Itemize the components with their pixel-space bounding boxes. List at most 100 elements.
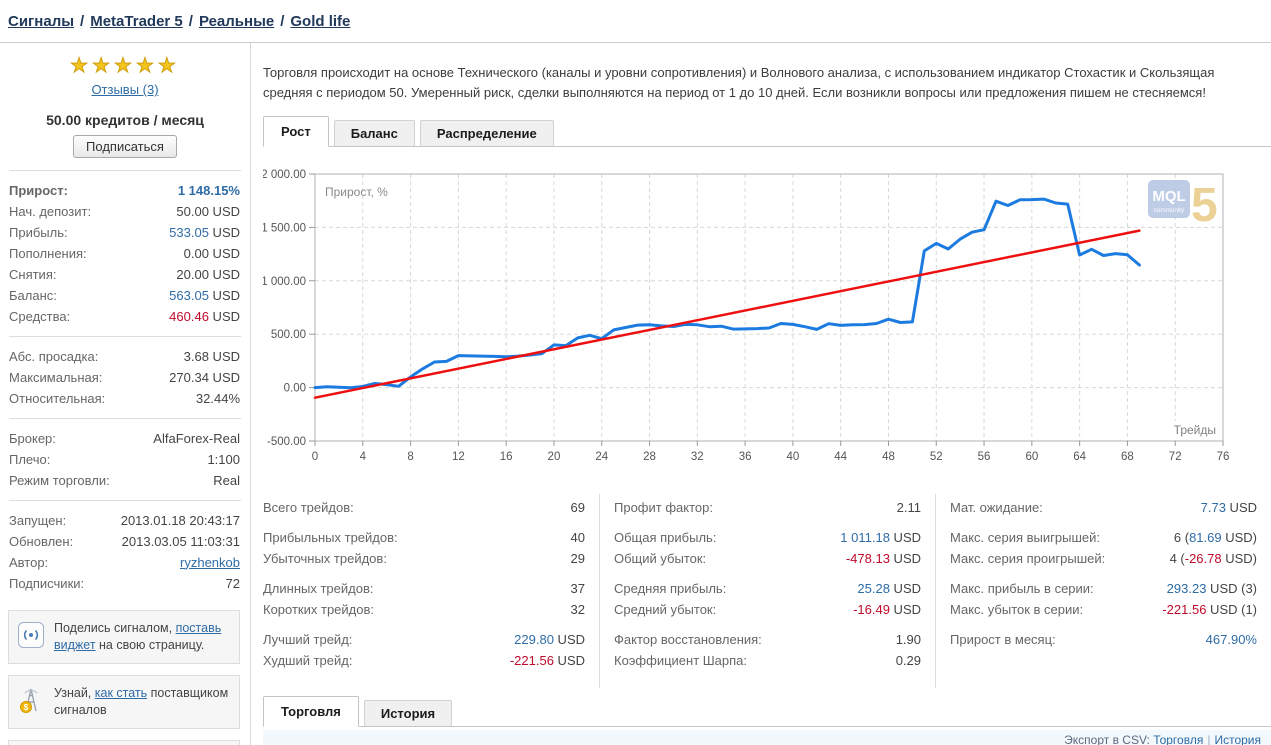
stat-row: Брокер: AlfaForex-Real	[9, 430, 240, 446]
stat-row: Макс. прибыль в серии: 293.23 USD (3)	[950, 580, 1257, 596]
divider	[9, 336, 241, 337]
promo-share-box: Развивай сообщество, поделись ссылкой: В…	[8, 740, 240, 745]
divider	[9, 418, 241, 419]
breadcrumb-link-signal-name[interactable]: Gold life	[290, 13, 351, 30]
stat-row: Автор: ryzhenkob	[9, 554, 240, 570]
stat-row: Прирост в месяц: 467.90%	[950, 631, 1257, 647]
tab-trading[interactable]: Торговля	[263, 696, 359, 727]
svg-text:0.00: 0.00	[284, 383, 306, 395]
subscribe-button[interactable]: Подписаться	[73, 135, 177, 158]
stat-row: Общий убыток: -478.13 USD	[614, 550, 921, 566]
svg-text:28: 28	[643, 451, 656, 463]
stat-row: Лучший трейд: 229.80 USD	[263, 631, 585, 647]
tab-distribution[interactable]: Распределение	[419, 120, 554, 146]
star-icon[interactable]: ★	[92, 55, 115, 78]
promo-provider-box: $ Узнай, как стать поставщиком сигналов	[8, 675, 240, 729]
stat-row: Коэффициент Шарпа: 0.29	[614, 652, 921, 668]
svg-text:2 000.00: 2 000.00	[263, 169, 306, 181]
stat-row: Фактор восстановления: 1.90	[614, 631, 921, 647]
stat-row: Нач. депозит: 50.00 USD	[9, 203, 240, 219]
svg-text:$: $	[24, 703, 29, 712]
reviews-link[interactable]: Отзывы (3)	[91, 82, 159, 97]
svg-text:12: 12	[452, 451, 465, 463]
star-icon[interactable]: ★	[114, 55, 136, 78]
svg-text:4: 4	[360, 451, 367, 463]
breadcrumb-separator: /	[280, 13, 285, 30]
stat-row: Коротких трейдов: 32	[263, 601, 585, 617]
promo-provider-text: Узнай, как стать поставщиком сигналов	[54, 686, 229, 717]
breadcrumb-link-signals[interactable]: Сигналы	[8, 13, 75, 30]
svg-text:8: 8	[407, 451, 413, 463]
svg-text:24: 24	[595, 451, 608, 463]
svg-text:36: 36	[739, 451, 752, 463]
svg-text:5: 5	[1191, 179, 1218, 232]
stat-row: Макс. серия проигрышей: 4 (-26.78 USD)	[950, 550, 1257, 566]
svg-text:72: 72	[1169, 451, 1182, 463]
svg-text:76: 76	[1217, 451, 1230, 463]
breadcrumb-link-real[interactable]: Реальные	[198, 13, 275, 30]
stat-row: Средства: 460.46 USD	[9, 308, 240, 324]
svg-text:40: 40	[786, 451, 799, 463]
stat-row: Запущен: 2013.01.18 20:43:17	[9, 512, 240, 528]
chart-tabs: Рост Баланс Распределение	[263, 116, 1271, 147]
stat-row: Режим торговли: Real	[9, 472, 240, 488]
svg-text:community: community	[1154, 207, 1185, 214]
stats-column-3: Мат. ожидание: 7.73 USD Макс. серия выигры…	[935, 494, 1271, 688]
bottom-tabs: Торговля История	[263, 696, 1271, 727]
growth-chart[interactable]: -500.00 0.00 500.00 1 000.00 1 500.00 2 000.0…	[261, 147, 1271, 477]
export-history-link[interactable]: История	[1214, 733, 1261, 745]
put-widget-link[interactable]: поставь виджет	[54, 621, 222, 652]
tab-growth[interactable]: Рост	[263, 116, 329, 147]
stat-row: Пополнения: 0.00 USD	[9, 245, 240, 261]
breadcrumb-separator: /	[188, 13, 193, 30]
svg-text:56: 56	[978, 451, 991, 463]
star-icon[interactable]: ★	[135, 55, 158, 78]
stat-row: Обновлен: 2013.03.05 11:03:31	[9, 533, 240, 549]
export-separator: |	[1207, 733, 1211, 745]
svg-text:0: 0	[312, 451, 318, 463]
stat-row: Всего трейдов: 69	[263, 499, 585, 515]
export-trading-link[interactable]: Торговля	[1153, 733, 1204, 745]
breadcrumb-separator: /	[80, 13, 85, 30]
breadcrumb-link-metatrader5[interactable]: MetaTrader 5	[90, 13, 183, 30]
divider	[9, 500, 241, 501]
svg-text:Трейды: Трейды	[1174, 423, 1216, 437]
star-icon[interactable]: ★	[157, 55, 180, 78]
svg-text:Прирост, %: Прирост, %	[325, 185, 388, 199]
breadcrumb: Сигналы / MetaTrader 5 / Реальные / Gold life	[0, 0, 1271, 43]
svg-text:-500.00: -500.00	[267, 436, 306, 448]
stat-row: Прибыльных трейдов: 40	[263, 529, 585, 545]
stats-column-2: Профит фактор: 2.11 Общая прибыль: 1 011.18…	[599, 494, 935, 688]
svg-text:60: 60	[1025, 451, 1038, 463]
svg-text:32: 32	[691, 451, 704, 463]
stat-row: Абс. просадка: 3.68 USD	[9, 348, 240, 364]
svg-text:44: 44	[834, 451, 847, 463]
growth-chart-svg[interactable]: -500.00 0.00 500.00 1 000.00 1 500.00 2 000.0…	[261, 162, 1238, 474]
stat-row: Подписчики: 72	[9, 575, 240, 591]
tab-balance[interactable]: Баланс	[333, 120, 415, 146]
main-content: Торговля происходит на основе Техническо…	[251, 43, 1271, 745]
stat-row: Снятия: 20.00 USD	[9, 266, 240, 282]
stat-row: Общая прибыль: 1 011.18 USD	[614, 529, 921, 545]
svg-text:1 000.00: 1 000.00	[263, 276, 306, 288]
stats-table: Всего трейдов: 69 Прибыльных трейдов: 40 Убы…	[263, 494, 1271, 688]
signal-stats-list: Прирост: 1 148.15% Нач. депозит: 50.00 USD П…	[0, 180, 250, 594]
stats-column-1: Всего трейдов: 69 Прибыльных трейдов: 40 Убы…	[263, 494, 599, 688]
rating-stars[interactable]: ★★★★★	[0, 55, 250, 78]
stat-row: Макс. серия выигрышей: 6 (81.69 USD)	[950, 529, 1257, 545]
stat-row: Худший трейд: -221.56 USD	[263, 652, 585, 668]
tab-history[interactable]: История	[363, 700, 453, 726]
author-link[interactable]: ryzhenkob	[180, 554, 240, 570]
svg-text:52: 52	[930, 451, 943, 463]
svg-text:64: 64	[1073, 451, 1086, 463]
star-icon[interactable]: ★	[70, 55, 93, 78]
svg-text:16: 16	[500, 451, 513, 463]
stat-row: Плечо: 1:100	[9, 451, 240, 467]
stat-row: Профит фактор: 2.11	[614, 499, 921, 515]
stat-row: Мат. ожидание: 7.73 USD	[950, 499, 1257, 515]
stat-row: Длинных трейдов: 37	[263, 580, 585, 596]
mql5-watermark: MQL community 5	[1148, 179, 1218, 232]
become-provider-link[interactable]: как стать	[94, 686, 148, 700]
svg-text:68: 68	[1121, 451, 1134, 463]
svg-text:48: 48	[882, 451, 895, 463]
